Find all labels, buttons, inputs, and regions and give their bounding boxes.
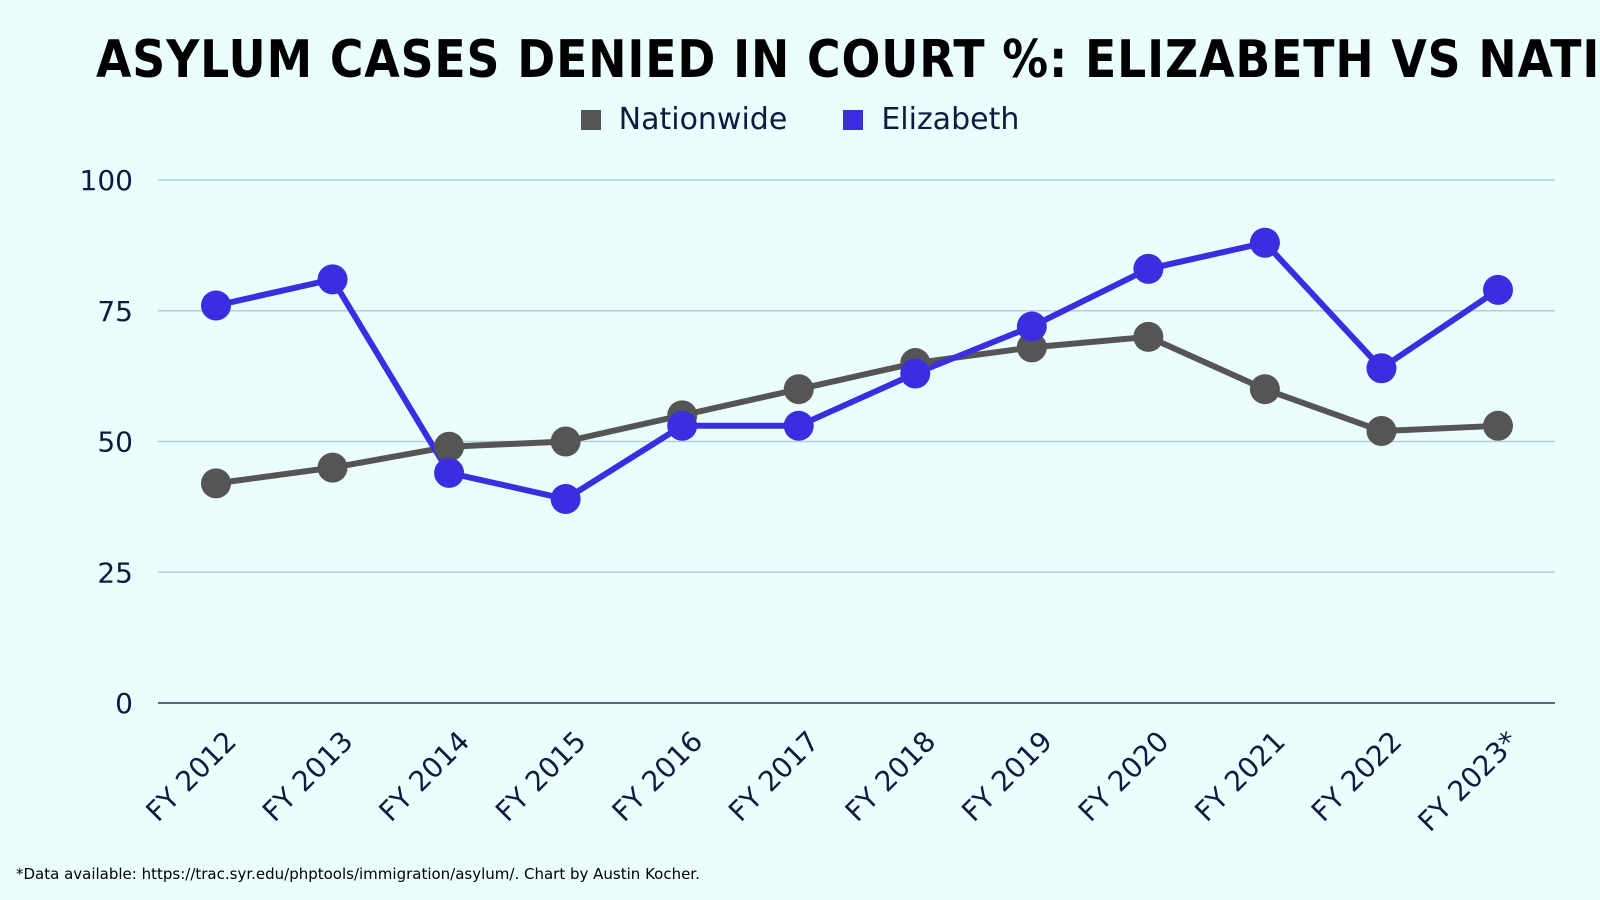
data-point-elizabeth xyxy=(317,264,348,295)
y-tick-label: 25 xyxy=(97,556,133,589)
data-point-nationwide xyxy=(1249,374,1280,405)
x-tick-label: FY 2014 xyxy=(373,725,477,829)
series-line-elizabeth xyxy=(213,239,1501,503)
series-line-nationwide xyxy=(213,333,1501,487)
x-tick-label: FY 2023* xyxy=(1412,725,1525,838)
data-point-nationwide xyxy=(1133,321,1164,352)
y-tick-label: 0 xyxy=(115,687,133,720)
x-tick-label: FY 2015 xyxy=(489,725,593,829)
data-point-elizabeth xyxy=(900,358,931,389)
data-point-nationwide xyxy=(1483,410,1513,441)
legend-swatch-nationwide xyxy=(580,109,601,130)
x-tick-label: FY 2019 xyxy=(955,725,1059,829)
y-tick-label: 75 xyxy=(97,295,133,328)
legend-item-nationwide[interactable]: Nationwide xyxy=(580,102,788,137)
y-tick-label: 50 xyxy=(97,426,133,459)
x-tick-label: FY 2020 xyxy=(1072,725,1176,829)
data-point-elizabeth xyxy=(1016,311,1047,342)
x-tick-label: FY 2017 xyxy=(722,725,826,829)
data-point-nationwide xyxy=(201,468,231,499)
legend-item-elizabeth[interactable]: Elizabeth xyxy=(843,102,1019,137)
data-point-elizabeth xyxy=(667,410,698,441)
data-point-nationwide xyxy=(1016,332,1047,363)
x-tick-label: FY 2018 xyxy=(839,725,943,829)
chart-title: ASYLUM CASES DENIED IN COURT %: ELIZABET… xyxy=(96,30,1600,90)
x-tick-label: FY 2013 xyxy=(256,725,360,829)
x-tick-label: FY 2022 xyxy=(1305,725,1409,829)
data-point-elizabeth xyxy=(550,484,581,515)
data-point-elizabeth xyxy=(1133,253,1164,284)
legend-label-nationwide: Nationwide xyxy=(618,102,788,137)
data-point-nationwide xyxy=(434,431,465,462)
data-point-nationwide xyxy=(317,452,348,483)
y-tick-label: 100 xyxy=(80,164,133,197)
data-point-elizabeth xyxy=(434,457,465,488)
data-point-elizabeth xyxy=(1483,274,1513,305)
x-tick-label: FY 2012 xyxy=(139,725,243,829)
legend-swatch-elizabeth xyxy=(843,109,864,130)
x-tick-label: FY 2016 xyxy=(606,725,710,829)
footnote: *Data available: https://trac.syr.edu/ph… xyxy=(16,865,700,883)
data-point-elizabeth xyxy=(1249,227,1280,258)
data-point-nationwide xyxy=(550,426,581,457)
data-point-elizabeth xyxy=(201,290,231,321)
data-point-nationwide xyxy=(1366,416,1397,447)
legend-label-elizabeth: Elizabeth xyxy=(881,102,1020,137)
data-point-elizabeth xyxy=(783,410,814,441)
x-tick-label: FY 2021 xyxy=(1188,725,1292,829)
data-point-nationwide xyxy=(783,374,814,405)
data-point-elizabeth xyxy=(1366,353,1397,384)
legend: Nationwide Elizabeth xyxy=(0,102,1600,137)
